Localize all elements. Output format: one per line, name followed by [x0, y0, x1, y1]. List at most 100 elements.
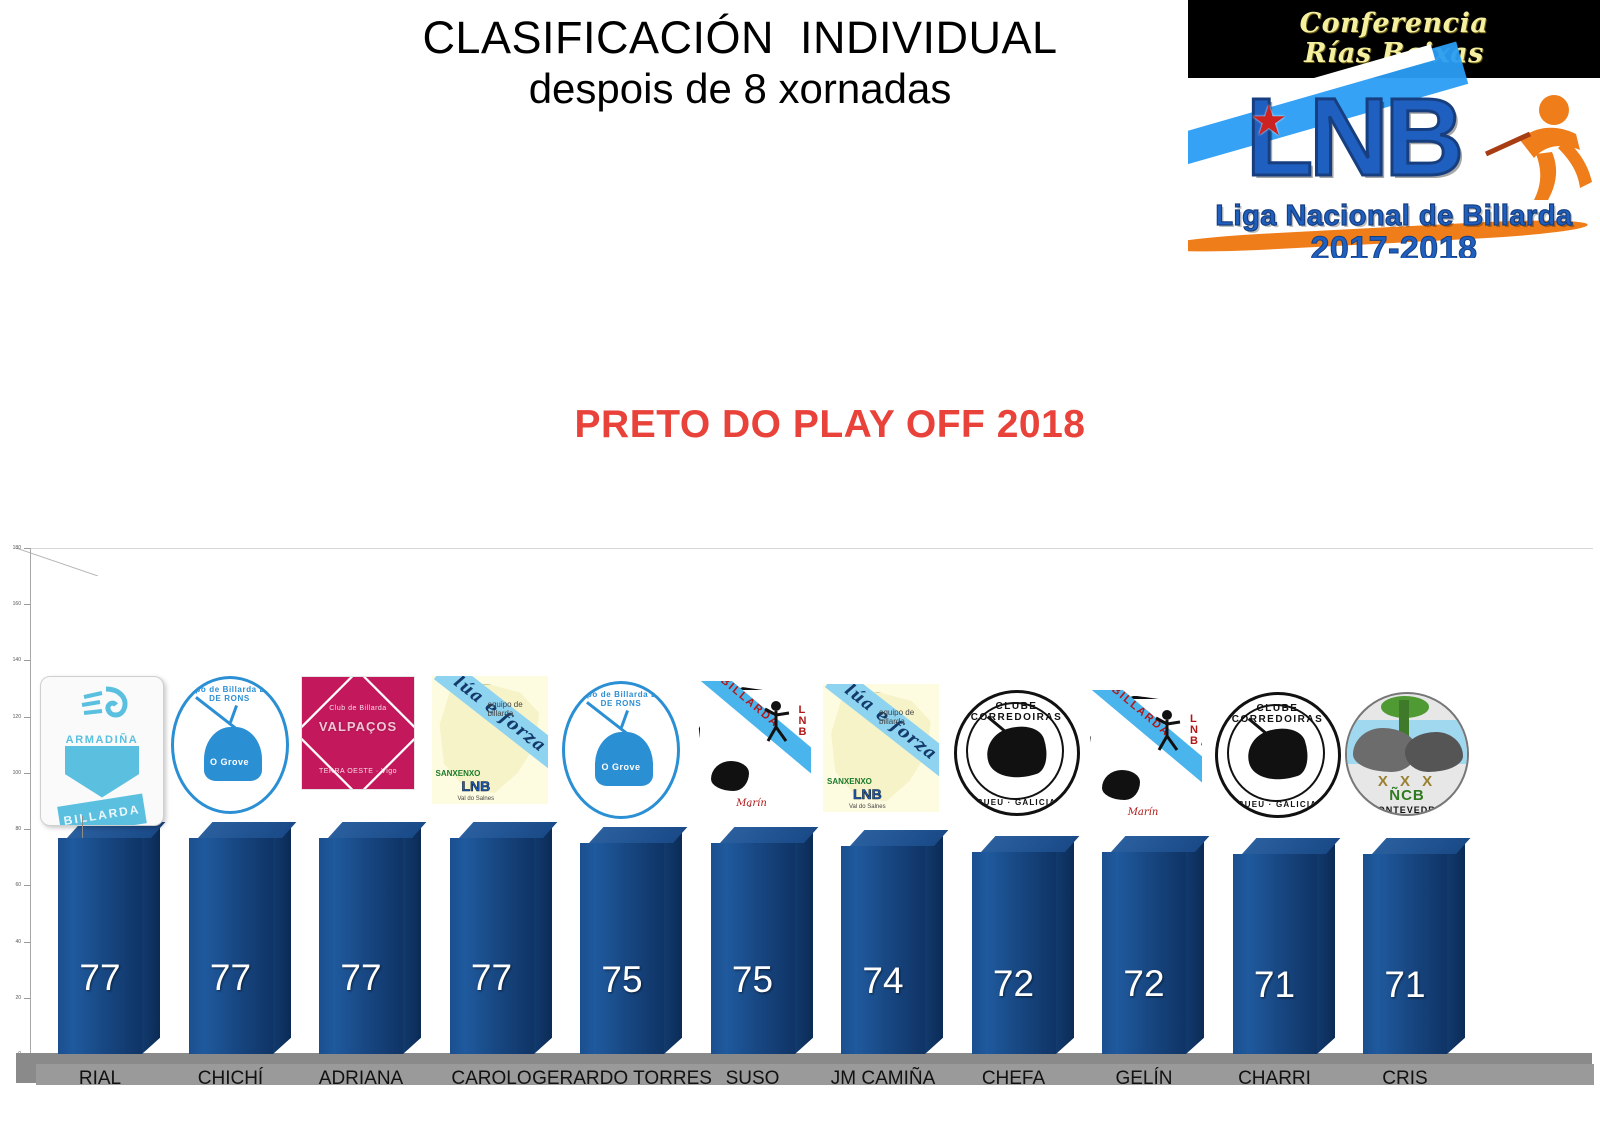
y-tick — [24, 660, 30, 662]
team-logo-charri: CLUBE CORREDOIRAS BUEU · GALICIA — [1214, 692, 1341, 819]
arc-text: equipo de billarda — [487, 699, 523, 718]
bar-top-face — [980, 835, 1079, 852]
crest-shield-icon — [65, 745, 139, 798]
bar-adriana[interactable] — [319, 821, 427, 1054]
team-logo-adriana: Club de Billarda VALPAÇOS TERRA OESTE · Vi… — [301, 675, 415, 790]
playoff-subtitle: PRETO DO PLAY OFF 2018 — [574, 403, 1086, 446]
season-year: 2017-2018 — [1310, 230, 1478, 259]
bar-chart: 020406080100120140160180 77ARMADIÑABILLA… — [0, 520, 1600, 1132]
bar-front-face — [58, 837, 142, 1054]
team-logo-suso: BILLARDA L N B Marín — [692, 681, 811, 814]
region-text: Val do Salnes — [849, 803, 886, 810]
bar-chichí[interactable] — [188, 821, 296, 1054]
bar-top-face — [1372, 838, 1471, 855]
category-label: RIAL — [78, 1068, 122, 1089]
lnb-mark: LNB — [461, 777, 491, 794]
y-tick — [24, 885, 30, 887]
chart-floor-front — [36, 1064, 1594, 1085]
bar-side-face — [272, 821, 291, 1054]
club-city: PONTEVEDRA — [1370, 805, 1444, 816]
oval-city: O Grove — [209, 756, 249, 767]
rhino-icon-right — [1405, 732, 1463, 773]
y-tick-label: 40 — [15, 938, 21, 945]
team-logo-carolo: lúa e forza equipo de billarda SANXENXO LNB… — [431, 675, 548, 804]
team-logo-chichí: Equipo de Billarda LAXE DE RONS O Grove — [170, 675, 289, 814]
oval-city: O Grove — [601, 762, 641, 773]
y-tick — [24, 997, 30, 999]
y-tick-label: 160 — [12, 601, 21, 608]
valpacos-logo: Club de Billarda VALPAÇOS TERRA OESTE · Vi… — [301, 675, 415, 790]
team-logo-jm-camiña: lúa e forza equipo de billarda SANXENXO LNB… — [823, 683, 939, 812]
bar-front-face — [1232, 854, 1317, 1054]
y-tick-label: 180 — [12, 545, 21, 551]
player-silhouette-icon — [710, 761, 749, 792]
bar-top-face — [850, 829, 949, 846]
category-label: GERARDO TORRES — [532, 1068, 712, 1089]
bar-top-face — [1111, 835, 1210, 852]
seal-club-name: CLUBE CORREDOIRAS — [1231, 703, 1324, 726]
category-label: CRIS — [1382, 1068, 1428, 1089]
category-label: GELÍN — [1115, 1068, 1173, 1089]
bar-top-face — [719, 827, 818, 844]
corredoiras-logo: CLUBE CORREDOIRAS BUEU · GALICIA — [953, 689, 1080, 816]
crossed-sticks-marks: X X X — [1377, 773, 1437, 791]
city-text: SANXENXO — [827, 776, 872, 786]
logo-lower-panel: LNB ★ Liga Nacional de Billarda 2017-201… — [1188, 41, 1600, 259]
seal-city: BUEU · GALICIA — [976, 797, 1057, 807]
bar-front-face — [841, 845, 925, 1054]
tree-trunk-icon — [1399, 700, 1409, 743]
bar-gerardo-torres[interactable] — [580, 826, 688, 1054]
title-line-1: CLASIFICACIÓN INDIVIDUAL — [422, 12, 1058, 63]
y-tick — [24, 941, 30, 943]
page-title: CLASIFICACIÓN INDIVIDUAL despois de 8 xo… — [340, 12, 1140, 114]
bar-front-face — [710, 843, 795, 1054]
league-full-name: Liga Nacional de Billarda — [1215, 199, 1573, 232]
corredoiras-logo: CLUBE CORREDOIRAS BUEU · GALICIA — [1214, 692, 1341, 819]
y-axis — [30, 548, 31, 1054]
category-label: JM CAMIÑA — [830, 1068, 936, 1089]
lnb-logo: Conferencia Rías Baixas LNB ★ Liga Nacio… — [1188, 0, 1600, 258]
bar-front-face — [580, 843, 664, 1054]
bar-rial[interactable] — [58, 821, 166, 1054]
valpacos-club-name: VALPAÇOS — [318, 718, 398, 734]
bar-top-face — [197, 821, 296, 838]
city-text: Marín — [1127, 806, 1159, 818]
bar-top-face — [589, 827, 688, 844]
bar-cris[interactable] — [1363, 838, 1471, 1054]
armadina-crest-logo: ARMADIÑABILLARDACOMBARRO — [40, 675, 164, 826]
bar-front-face — [1363, 854, 1447, 1054]
seal-club-name: CLUBE CORREDOIRAS — [970, 700, 1063, 723]
conference-line-1: Conferencia — [1299, 8, 1489, 39]
team-logo-gelín: BILLARDA L N B Marín — [1084, 689, 1202, 822]
arc-text: equipo de billarda — [879, 707, 915, 726]
bar-side-face — [1186, 835, 1204, 1054]
category-label: CHICHÍ — [197, 1068, 264, 1089]
bar-side-face — [142, 821, 160, 1054]
bar-suso[interactable] — [710, 826, 818, 1054]
bar-carolo[interactable] — [449, 821, 557, 1054]
bar-top-face — [328, 821, 427, 838]
bar-front-face — [449, 837, 534, 1054]
marin-logo: BILLARDA L N B Marín — [692, 681, 811, 814]
bar-gelín[interactable] — [1102, 835, 1210, 1054]
bar-jm-camiña[interactable] — [841, 829, 949, 1054]
team-logo-rial: ARMADIÑABILLARDACOMBARRO — [40, 675, 164, 826]
player-silhouette-icon — [1102, 769, 1140, 800]
valpacos-bottom-text: TERRA OESTE · Vigo — [318, 767, 398, 775]
bar-chefa[interactable] — [971, 835, 1079, 1054]
bar-charri[interactable] — [1232, 838, 1340, 1054]
y-tick — [24, 604, 30, 606]
marin-logo: BILLARDA L N B Marín — [1084, 689, 1202, 822]
bar-side-face — [1055, 835, 1074, 1054]
bar-side-face — [533, 821, 552, 1054]
city-text: Marín — [736, 798, 767, 810]
bar-side-face — [1447, 838, 1465, 1054]
seal-city: BUEU · GALICIA — [1237, 800, 1318, 810]
region-text: Val do Salnes — [457, 795, 495, 802]
valpacos-top-text: Club de Billarda — [329, 704, 387, 712]
star-icon: ★ — [1250, 97, 1288, 144]
lnb-mark: LNB — [853, 785, 882, 803]
y-tick-label: 60 — [15, 882, 21, 889]
